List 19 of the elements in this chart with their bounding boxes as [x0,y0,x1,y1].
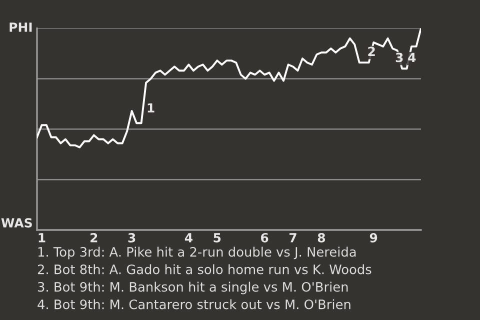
ref-line-label: WAS [1,218,32,228]
text: 4. Bot 9th: M. Cantarero struck out vs M. O'Brien [38,299,350,310]
annotation: 1 [148,103,154,112]
x-tick-label: 3 [128,233,136,242]
text: 2. Bot 8th: A. Gado hit a solo home run vs K. Woods [38,264,372,274]
text: 3. Bot 9th: M. Bankson hit a single vs M. O'Brien [38,282,348,294]
x-tick-label: 5 [214,233,221,242]
x-tick-label: 6 [260,233,268,242]
text: 1. Top 3rd: A. Pike hit a 2-run double vs J. Nereida [38,246,356,260]
x-tick-label: 4 [184,233,192,242]
annotation: 4 [408,52,416,62]
x-tick-label: 1 [38,233,46,242]
x-tick-label: 7 [289,233,296,242]
annotation: 2 [368,46,375,56]
x-tick-label: 2 [90,233,98,242]
annotation: 3 [396,52,403,62]
x-tick-label: 9 [370,233,378,242]
x-tick-label: 8 [318,233,326,242]
ref-line-label: PHI [10,22,32,32]
